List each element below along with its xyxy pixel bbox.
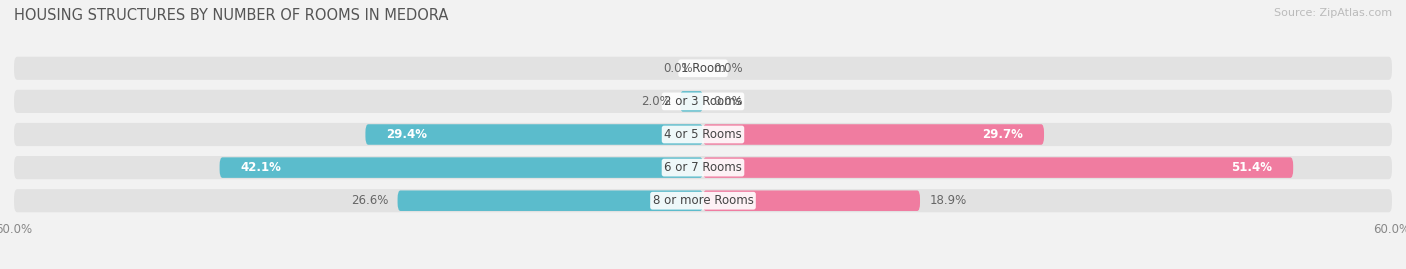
Text: 42.1%: 42.1% xyxy=(240,161,281,174)
FancyBboxPatch shape xyxy=(366,124,703,145)
FancyBboxPatch shape xyxy=(703,124,1045,145)
FancyBboxPatch shape xyxy=(14,123,1392,146)
Text: 51.4%: 51.4% xyxy=(1232,161,1272,174)
FancyBboxPatch shape xyxy=(14,57,1392,80)
FancyBboxPatch shape xyxy=(14,90,1392,113)
Text: 1 Room: 1 Room xyxy=(681,62,725,75)
FancyBboxPatch shape xyxy=(14,189,1392,212)
Text: 26.6%: 26.6% xyxy=(352,194,388,207)
Text: 6 or 7 Rooms: 6 or 7 Rooms xyxy=(664,161,742,174)
Text: 0.0%: 0.0% xyxy=(713,95,742,108)
Text: 2 or 3 Rooms: 2 or 3 Rooms xyxy=(664,95,742,108)
FancyBboxPatch shape xyxy=(703,157,1294,178)
FancyBboxPatch shape xyxy=(398,190,703,211)
Text: 8 or more Rooms: 8 or more Rooms xyxy=(652,194,754,207)
Text: 0.0%: 0.0% xyxy=(664,62,693,75)
Text: 4 or 5 Rooms: 4 or 5 Rooms xyxy=(664,128,742,141)
Text: HOUSING STRUCTURES BY NUMBER OF ROOMS IN MEDORA: HOUSING STRUCTURES BY NUMBER OF ROOMS IN… xyxy=(14,8,449,23)
Text: 29.4%: 29.4% xyxy=(387,128,427,141)
FancyBboxPatch shape xyxy=(14,156,1392,179)
FancyBboxPatch shape xyxy=(703,190,920,211)
FancyBboxPatch shape xyxy=(681,91,703,112)
Text: 0.0%: 0.0% xyxy=(713,62,742,75)
Text: Source: ZipAtlas.com: Source: ZipAtlas.com xyxy=(1274,8,1392,18)
Text: 29.7%: 29.7% xyxy=(983,128,1024,141)
Text: 2.0%: 2.0% xyxy=(641,95,671,108)
FancyBboxPatch shape xyxy=(219,157,703,178)
Text: 18.9%: 18.9% xyxy=(929,194,966,207)
